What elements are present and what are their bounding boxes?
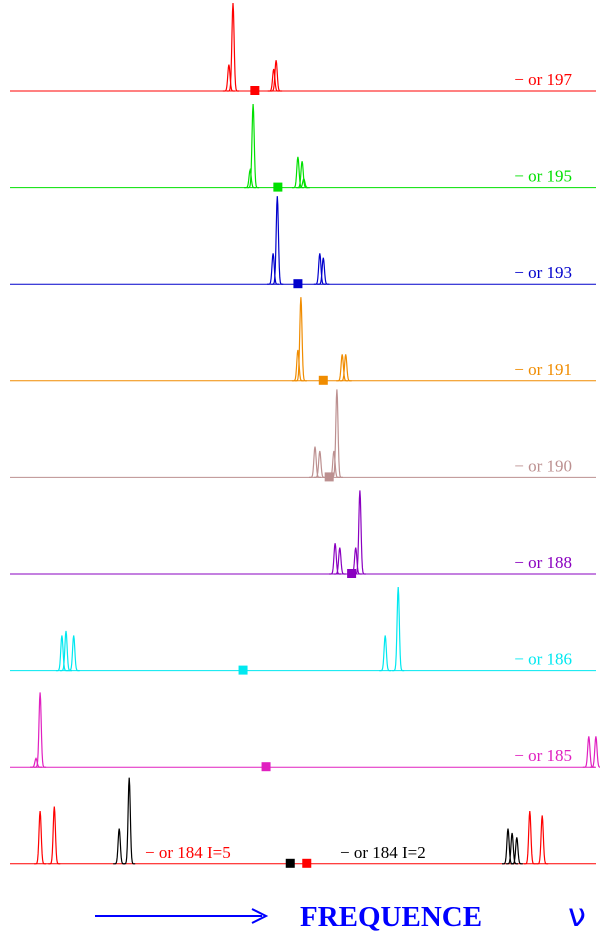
peak: [506, 832, 519, 865]
peak: [379, 635, 392, 672]
marker: [324, 472, 334, 482]
peak: [123, 777, 136, 865]
peak: [247, 103, 260, 189]
marker: [347, 569, 357, 578]
peak: [34, 810, 47, 865]
peak: [294, 297, 307, 382]
marker: [238, 665, 248, 675]
peak: [291, 156, 304, 189]
peak: [48, 806, 61, 865]
peak: [55, 635, 68, 672]
marker: [285, 858, 295, 868]
trace-label: − or 186: [514, 650, 572, 669]
peak: [536, 815, 549, 865]
peak: [113, 828, 126, 865]
x-symbol: ν: [568, 896, 586, 934]
peak: [291, 349, 304, 382]
peak: [317, 257, 330, 285]
trace-label: − or 195: [514, 167, 572, 186]
peak: [222, 64, 235, 92]
peak: [67, 635, 80, 672]
marker: [318, 375, 328, 385]
peak: [329, 543, 342, 575]
marker: [302, 858, 312, 868]
peak: [333, 547, 346, 575]
trace-label: − or 193: [514, 263, 572, 282]
peak: [336, 354, 349, 382]
peak: [313, 253, 326, 285]
peak: [313, 450, 326, 478]
trace-label: − or 184 I=5: [145, 843, 231, 862]
arrow-head: [251, 908, 269, 924]
marker: [273, 182, 283, 192]
trace-label: − or 184 I=2: [340, 843, 426, 862]
peak: [392, 586, 405, 672]
trace-label: − or 185: [514, 746, 572, 765]
peak: [267, 68, 280, 92]
peak: [523, 810, 536, 865]
marker: [261, 762, 271, 772]
peak: [510, 837, 523, 865]
peak: [270, 60, 283, 92]
peak: [227, 2, 239, 92]
trace-label: − or 197: [514, 70, 572, 89]
peak: [297, 177, 310, 189]
peak: [582, 736, 595, 768]
footer: FREQUENCE ν: [95, 896, 586, 934]
peak: [30, 757, 42, 768]
peak: [339, 354, 352, 382]
peak: [267, 253, 280, 285]
peak: [309, 446, 321, 478]
trace-label: − or 190: [514, 456, 572, 475]
trace-label: − or 188: [514, 553, 572, 572]
marker: [293, 279, 303, 289]
marker: [250, 86, 260, 95]
trace-label: − or 191: [514, 360, 572, 379]
peak: [271, 196, 284, 285]
peak: [244, 167, 257, 189]
peak: [353, 490, 366, 575]
peak: [34, 692, 47, 768]
x-label: FREQUENCE: [300, 901, 482, 933]
